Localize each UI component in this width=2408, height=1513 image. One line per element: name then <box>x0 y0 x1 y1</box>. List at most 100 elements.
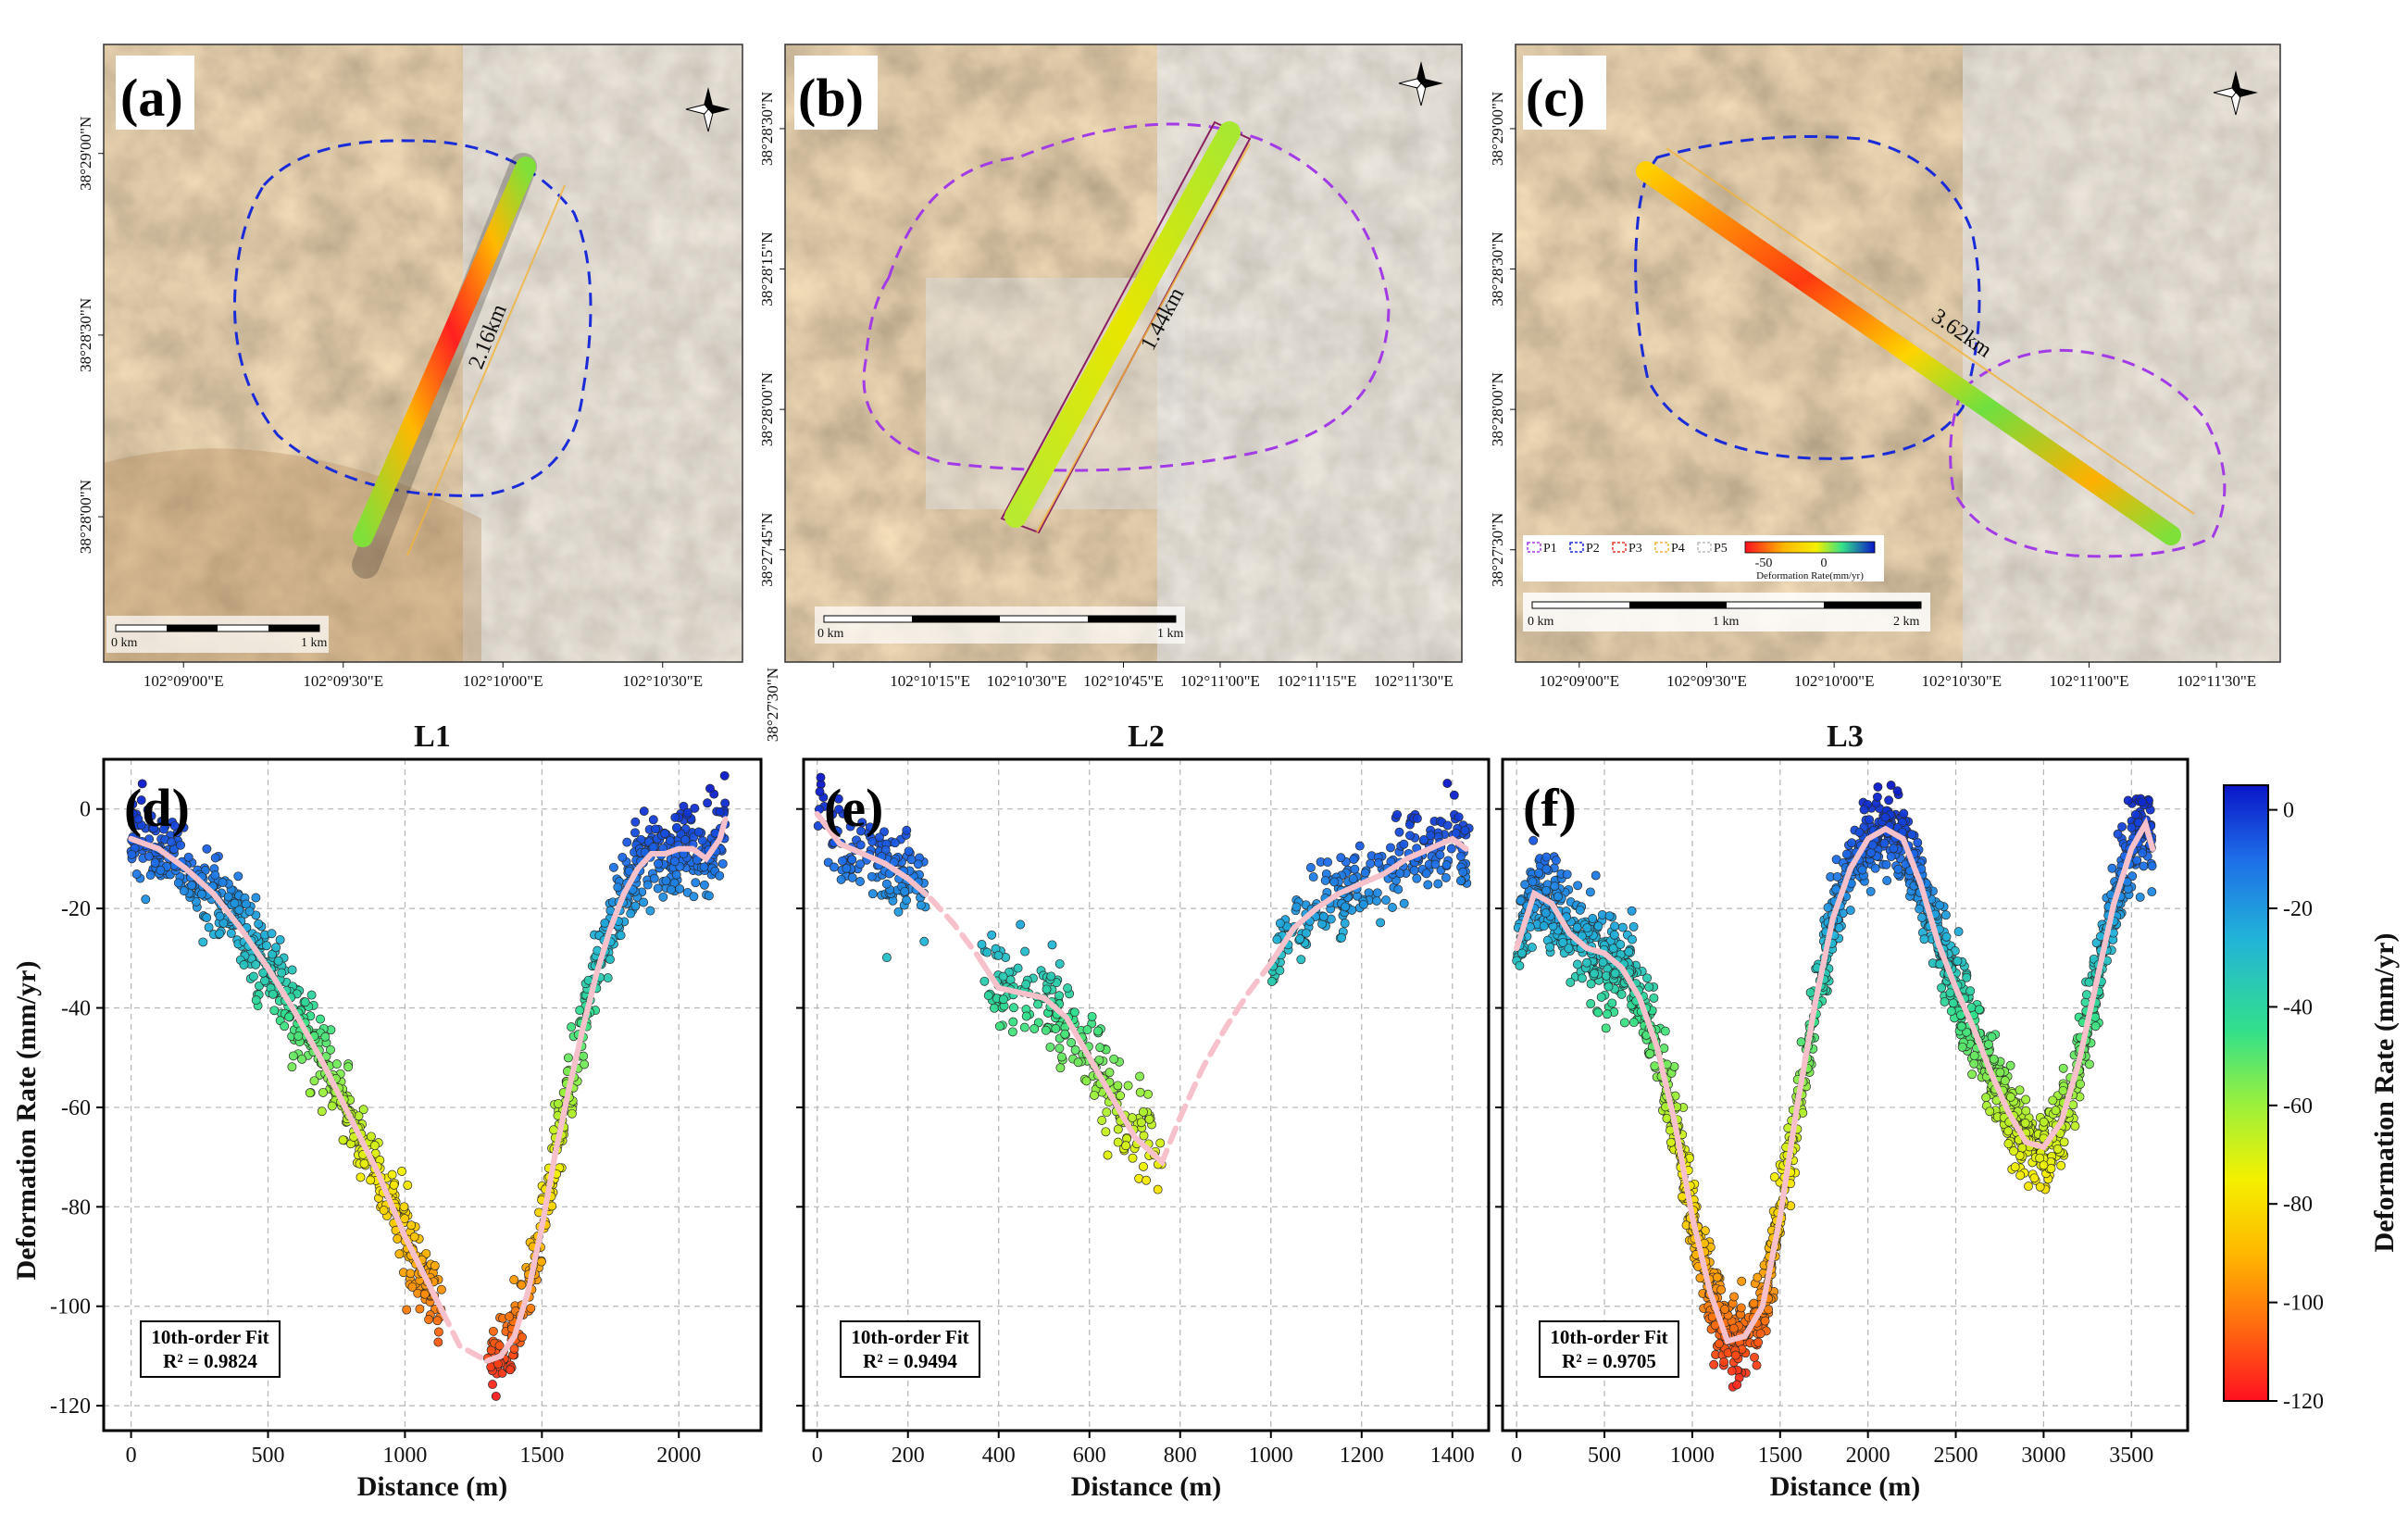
scatter-point <box>1867 840 1878 850</box>
scatter-point <box>993 950 1004 960</box>
scatter-point <box>1143 1089 1153 1099</box>
scatter-point <box>715 807 725 817</box>
scatter-point <box>1603 1009 1613 1019</box>
scatter-point <box>1153 1184 1163 1194</box>
scatter-point <box>829 862 839 872</box>
scatter-point <box>149 823 159 833</box>
scatter-point <box>1662 1113 1672 1123</box>
scatter-point <box>179 886 189 896</box>
scatter-point <box>1020 946 1030 957</box>
scatter-point <box>326 1044 335 1055</box>
scatter-point <box>1957 1042 1967 1052</box>
map-a-x-ticks: 102°09'00"E 102°09'30"E 102°10'00"E 102°10'… <box>143 662 703 690</box>
scatter-point <box>1155 1138 1166 1148</box>
scalebar-b: 0 km 1 km <box>815 606 1185 644</box>
scatter-point <box>600 918 610 928</box>
fit-r2: R² = 0.9494 <box>863 1350 957 1372</box>
svg-text:-50: -50 <box>1755 556 1773 570</box>
scatter-point <box>2020 1119 2030 1128</box>
scatter-point <box>288 1051 298 1061</box>
scatter-point <box>1596 992 1606 1002</box>
fit-line <box>128 835 446 1317</box>
scatter-point <box>1135 1087 1145 1097</box>
scatter-point <box>554 1099 563 1108</box>
scatter-point <box>144 851 154 861</box>
scatter-point <box>1128 1153 1138 1163</box>
scatter-point <box>1046 971 1056 982</box>
scatter-point <box>671 822 681 832</box>
scatter-point <box>1395 869 1405 879</box>
x-tick-label: 1000 <box>382 1444 427 1468</box>
scatter-point <box>1354 841 1365 851</box>
x-tick-label: 1500 <box>519 1444 564 1468</box>
p1-boundary <box>862 122 1391 472</box>
map-a-y-ticks: 38°29'00"N 38°28'30"N 38°28'00"N <box>77 117 104 554</box>
scatter-point <box>1935 900 1945 910</box>
scatter-point <box>1610 969 1620 979</box>
scatter-point <box>150 857 160 868</box>
colorbar-label: Deformation Rate (mm/yr) <box>2369 933 2400 1253</box>
scatter-point <box>575 1006 585 1016</box>
scatter-point <box>167 837 176 847</box>
scatter-point <box>1527 943 1537 953</box>
scatter-point <box>1399 898 1409 908</box>
scatter-point <box>267 929 277 939</box>
colorbar: 0 -20 -40 -60 -80 -100 -120 Deformation Rate (… <box>2223 784 2400 1414</box>
scatter-point <box>880 844 891 855</box>
scatter-point <box>1060 1029 1070 1039</box>
legend-swatch <box>1527 542 1541 553</box>
scatter-point <box>287 965 297 975</box>
scatter-point <box>1412 813 1422 823</box>
scatter-point <box>665 835 675 845</box>
scatter-point <box>1865 815 1875 825</box>
scatter-point <box>867 871 877 882</box>
scatter-point <box>1965 986 1976 996</box>
scatter-point <box>505 1365 516 1375</box>
scatter-point <box>1350 864 1360 874</box>
scatter-point <box>618 852 628 862</box>
plot-L1: 0 500 1000 1500 2000 0 -20 -40 -60 -80 -100 -120 L1 D… <box>50 719 763 1502</box>
scatter-point <box>836 874 846 884</box>
scatter-point <box>1541 852 1552 862</box>
scatter-point <box>1967 1069 1978 1080</box>
scatter-point <box>1113 1124 1123 1134</box>
scatter-point <box>1019 1022 1029 1032</box>
scatter-point <box>366 1175 376 1185</box>
scatter-point <box>1995 1068 2005 1078</box>
scatter-point <box>433 1327 443 1337</box>
map-y-tick-label: 38°29'00"N <box>77 117 94 191</box>
scatter-point <box>667 884 676 894</box>
scatter-point <box>1441 872 1451 882</box>
scatter-point <box>1458 867 1468 877</box>
scatter-point <box>904 846 914 857</box>
scatter-point <box>284 1012 294 1022</box>
scatter-point <box>1981 1093 1991 1103</box>
scatter-point <box>1405 831 1415 841</box>
scatter-point <box>1941 932 1952 942</box>
panel-label-c: (c) <box>1526 68 1585 128</box>
scatter-point <box>622 837 632 847</box>
scatter-point <box>433 1337 443 1347</box>
scatter-point <box>1889 844 1899 854</box>
scatter-point <box>1644 982 1654 992</box>
scatter-point <box>906 855 917 865</box>
y-tick-label: -120 <box>50 1394 91 1419</box>
scatter-point <box>1649 993 1659 1003</box>
map-x-tick-label: 102°09'30"E <box>1666 672 1747 690</box>
scatter-point <box>1854 827 1865 837</box>
scatter-point <box>1907 830 1917 840</box>
y-axis-label: Deformation Rate (mm/yr) <box>11 961 42 1281</box>
scatter-point <box>1650 1061 1660 1071</box>
scatter-point <box>690 803 700 813</box>
y-tick-label: -20 <box>61 897 91 921</box>
scatter-point <box>183 852 193 862</box>
scatter-point <box>143 805 153 815</box>
fit-label: 10th-order Fit <box>151 1326 268 1348</box>
scatter-point <box>399 1202 409 1212</box>
x-tick-label: 200 <box>892 1444 925 1468</box>
map-b-x-ticks: 38°27'30"N 102°10'15"E 102°10'30"E 102°10'4… <box>764 662 1454 742</box>
scatter-point <box>867 889 878 899</box>
scatter-point <box>356 1172 366 1182</box>
scatter-point <box>579 1051 589 1061</box>
